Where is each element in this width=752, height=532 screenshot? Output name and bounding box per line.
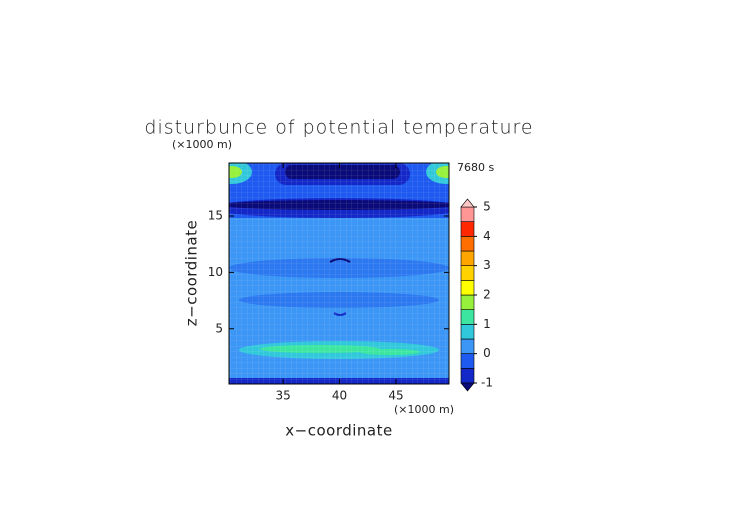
colorbar-under [460,382,475,392]
colorbar-over [460,198,475,208]
colorbar-band [460,221,475,237]
colorbar-band [460,294,475,310]
x-unit: (×1000 m) [394,403,454,416]
y-tick-label: 15 [208,208,223,222]
colorbar-band [460,338,475,354]
x-tick-label: 35 [276,389,291,403]
colorbar-tick-label: 4 [483,229,491,243]
plot-frame [228,162,450,385]
y-unit: (×1000 m) [172,138,232,151]
colorbar-band [460,309,475,325]
colorbar-band [460,368,475,384]
y-tick-label: 10 [208,265,223,279]
colorbar-tick-label: 5 [483,200,491,214]
colorbar-band [460,353,475,369]
colorbar-band [460,236,475,252]
colorbar-band [460,280,475,296]
chart-title: disturbunce of potential temperature [144,117,533,139]
y-tick-label: 5 [215,321,223,335]
x-tick-label: 40 [332,389,347,403]
time-label: 7680 s [457,161,494,174]
colorbar-tick-label: -1 [481,376,493,390]
y-axis-label: z−coordinate [183,220,201,326]
colorbar-band [460,324,475,340]
colorbar-tick-label: 1 [483,317,491,331]
colorbar-tick-label: 0 [483,346,491,360]
mesh [229,163,449,384]
colorbar-tick-label: 3 [483,258,491,272]
contour-field [229,163,449,384]
colorbar-band [460,250,475,266]
x-tick-label: 45 [388,389,403,403]
colorbar-band [460,206,475,222]
colorbar-band [460,265,475,281]
x-axis-label: x−coordinate [285,422,392,440]
colorbar-tick-label: 2 [483,288,491,302]
